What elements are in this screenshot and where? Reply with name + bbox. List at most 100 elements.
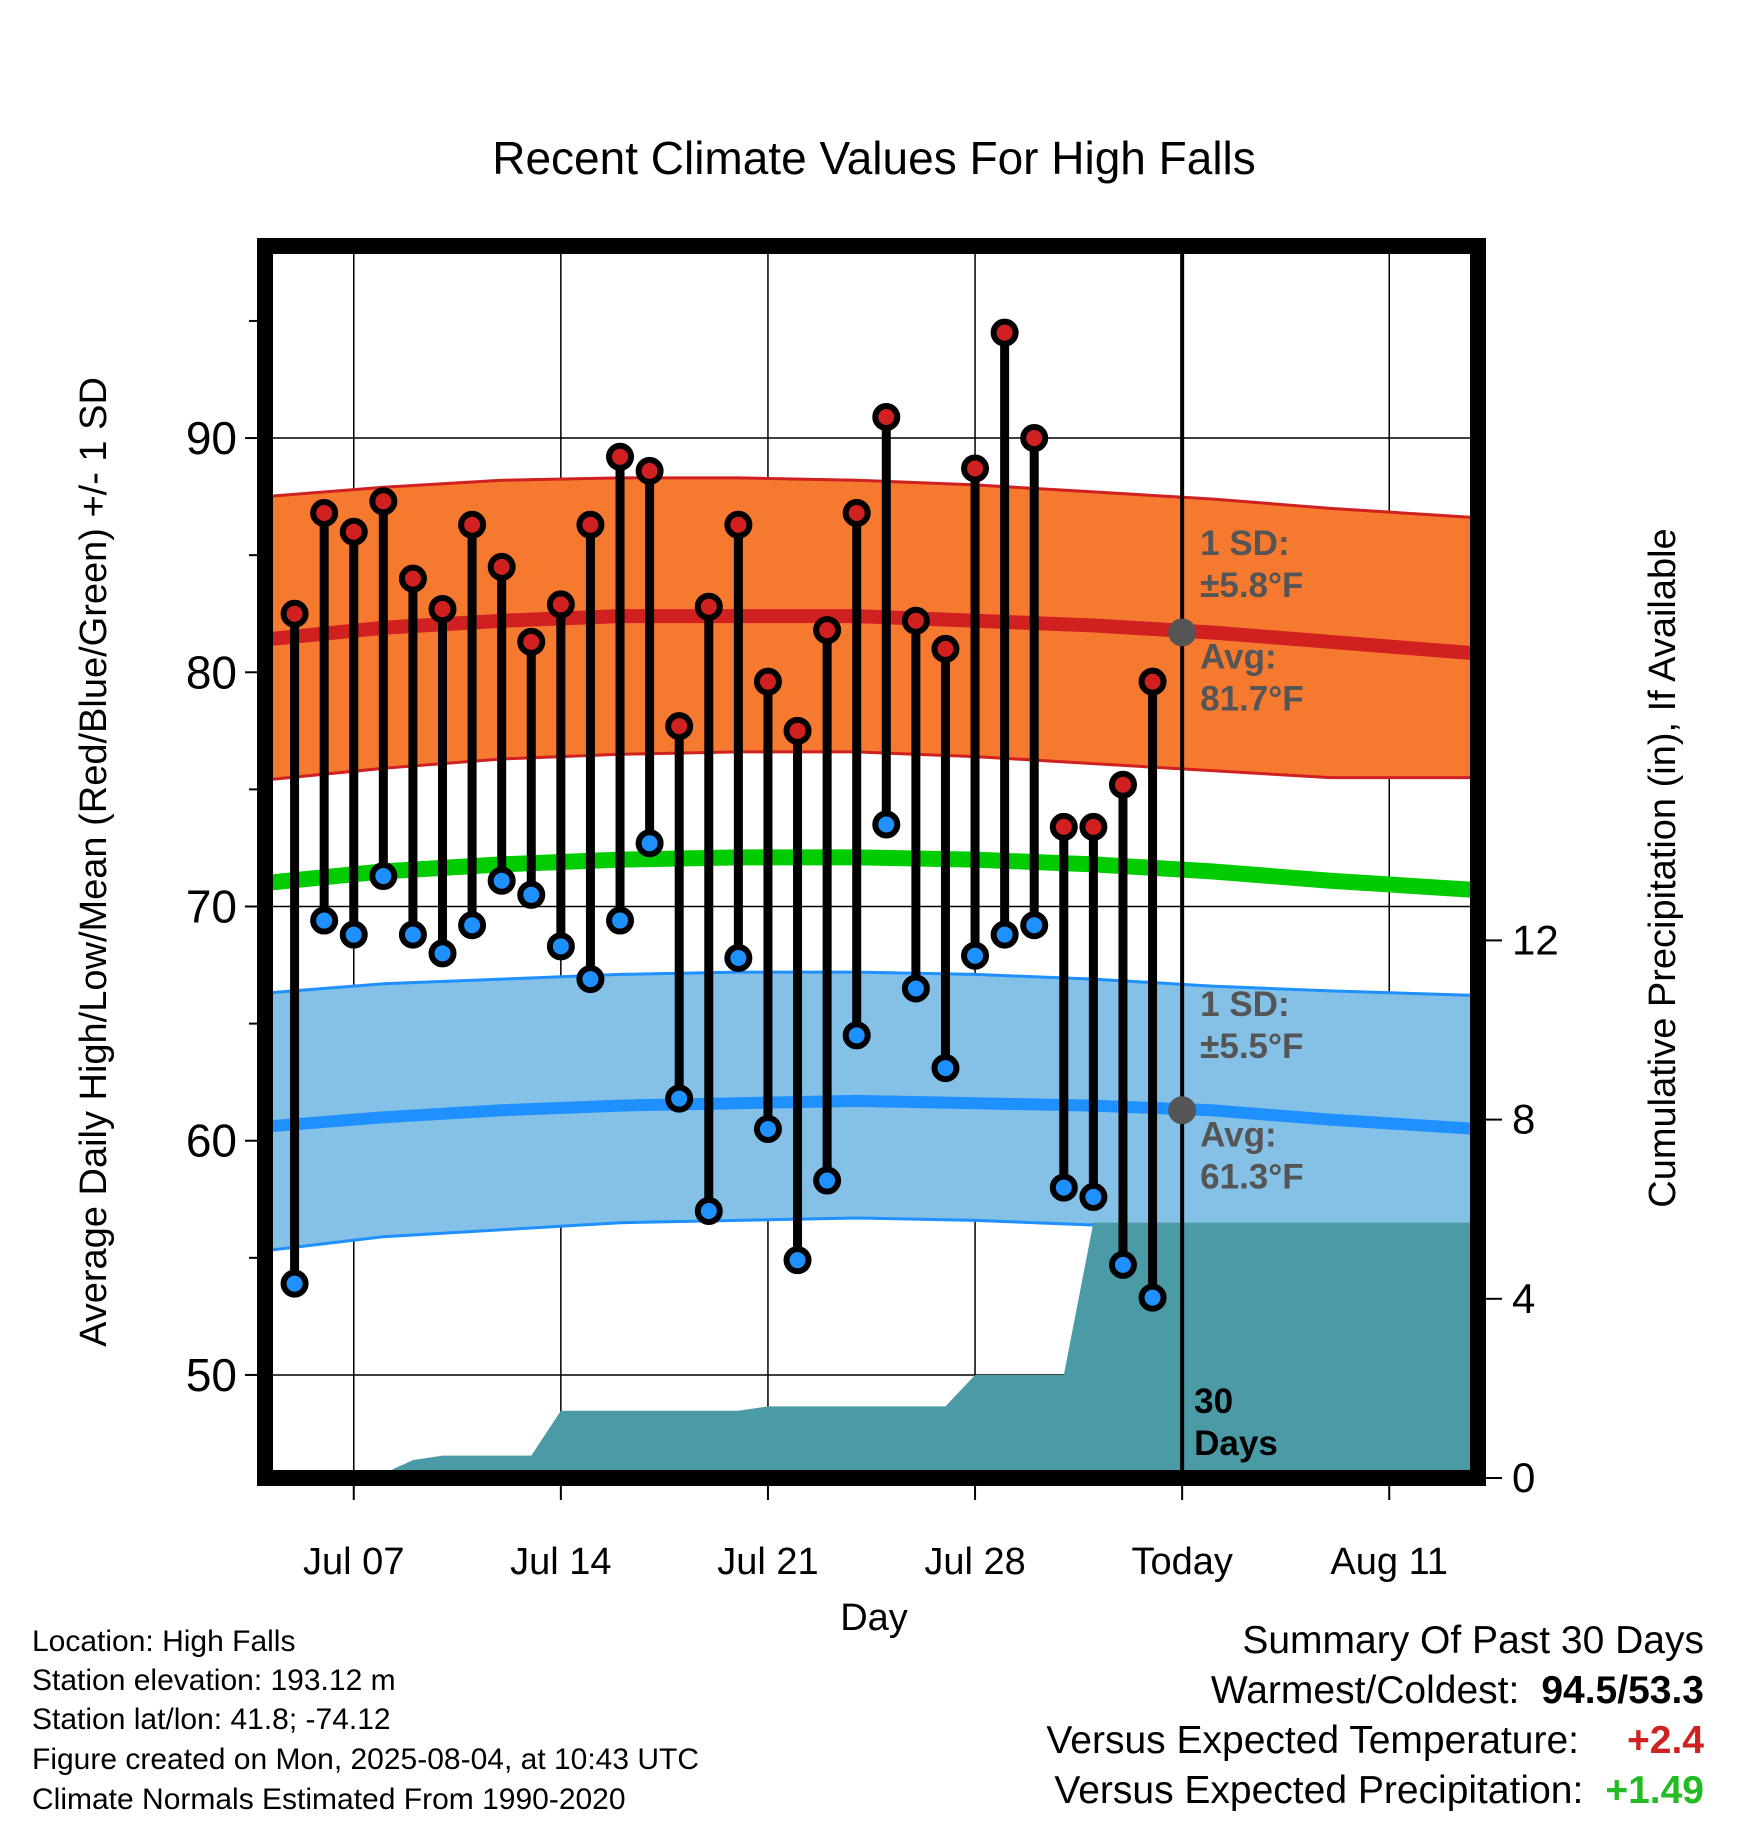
precip-departure-value: +1.49 <box>1605 1769 1704 1812</box>
x-axis-label: Day <box>840 1597 908 1639</box>
precip-departure-label: Versus Expected Precipitation: <box>1054 1769 1584 1812</box>
low-avg-label: Avg: <box>1200 1115 1276 1154</box>
daily-low-point <box>961 941 990 970</box>
x-tick-label: Jul 14 <box>510 1541 611 1583</box>
daily-low-point <box>339 920 368 949</box>
daily-low-point <box>1049 1173 1078 1202</box>
daily-low-point <box>1108 1250 1137 1279</box>
daily-high-point <box>339 517 368 546</box>
daily-low-point <box>398 920 427 949</box>
daily-high-point <box>724 510 753 539</box>
daily-high-point <box>458 510 487 539</box>
daily-low-point <box>517 880 546 909</box>
high-sd-value: ±5.8°F <box>1200 566 1303 605</box>
high-avg-label: Avg: <box>1200 637 1276 676</box>
daily-high-point <box>813 616 842 645</box>
daily-low-point <box>724 944 753 973</box>
warmest-coldest-value: 94.5/53.3 <box>1541 1669 1704 1712</box>
high-sd-band <box>265 477 1478 781</box>
plot-frame <box>257 238 1486 1486</box>
daily-high-point <box>517 627 546 656</box>
daily-low-point <box>487 866 516 895</box>
daily-high-point <box>931 634 960 663</box>
daily-low-point <box>990 920 1019 949</box>
chart-title: Recent Climate Values For High Falls <box>492 132 1256 184</box>
y-axis-label: Average Daily High/Low/Mean (Red/Blue/Gr… <box>73 377 115 1347</box>
daily-high-point <box>576 510 605 539</box>
y-tick-label: 50 <box>186 1349 237 1401</box>
daily-high-point <box>428 595 457 624</box>
location-text: Location: High Falls <box>32 1625 296 1658</box>
high-sd-label: 1 SD: <box>1200 524 1289 563</box>
y-tick-label: 80 <box>186 646 237 698</box>
high-sd-upper-line <box>265 476 1478 520</box>
daily-high-point <box>694 592 723 621</box>
warmest-coldest-row: Warmest/Coldest: 94.5/53.3 <box>1211 1668 1704 1714</box>
daily-high-point <box>398 564 427 593</box>
daily-low-point <box>931 1054 960 1083</box>
low-avg-marker <box>1168 1096 1197 1125</box>
daily-high-point <box>1020 424 1049 453</box>
summary-title: Summary Of Past 30 Days <box>1242 1619 1704 1662</box>
daily-high-point <box>665 712 694 741</box>
temp-departure-value: +2.4 <box>1627 1719 1704 1762</box>
y-tick-label: 70 <box>186 881 237 933</box>
daily-low-point <box>310 906 339 935</box>
low-sd-value: ±5.5°F <box>1200 1027 1303 1066</box>
x-tick-label: Aug 11 <box>1330 1541 1448 1583</box>
y-tick-label: 60 <box>186 1115 237 1167</box>
daily-high-point <box>310 499 339 528</box>
daily-high-point <box>1049 812 1078 841</box>
daily-low-point <box>1079 1182 1108 1211</box>
daily-low-point <box>635 829 664 858</box>
daily-low-point <box>783 1246 812 1275</box>
daily-low-point <box>369 862 398 891</box>
y2-tick-label: 8 <box>1512 1096 1535 1143</box>
period-label: 30 <box>1194 1382 1233 1421</box>
daily-high-point <box>635 456 664 485</box>
x-tick-label: Jul 21 <box>717 1541 818 1583</box>
daily-high-point <box>783 716 812 745</box>
axes: 50 60 70 80 90 0 4 8 12 Jul 07 Jul 14 Jul 21 Jul 28 T… <box>186 238 1559 1583</box>
low-avg-value: 61.3°F <box>1200 1157 1304 1196</box>
daily-high-point <box>1079 812 1108 841</box>
latlon-text: Station lat/lon: 41.8; -74.12 <box>32 1703 391 1736</box>
daily-low-point <box>872 810 901 839</box>
daily-high-point <box>487 552 516 581</box>
daily-high-point <box>990 318 1019 347</box>
normal-low-line <box>265 1094 1478 1135</box>
daily-high-point <box>753 667 782 696</box>
y2-tick-label: 0 <box>1512 1454 1535 1501</box>
daily-low-point <box>753 1115 782 1144</box>
daily-high-point <box>546 590 575 619</box>
y2-tick-label: 4 <box>1512 1275 1535 1322</box>
daily-high-point <box>1138 667 1167 696</box>
daily-high-point <box>369 487 398 516</box>
y-tick-label: 90 <box>186 412 237 464</box>
daily-high-point <box>901 606 930 635</box>
temp-departure-row: Versus Expected Temperature: +2.4 <box>1046 1718 1704 1764</box>
period-label: Days <box>1194 1424 1278 1463</box>
daily-low-point <box>694 1196 723 1225</box>
warmest-coldest-label: Warmest/Coldest: <box>1210 1669 1520 1712</box>
precip-area <box>265 1222 1478 1478</box>
daily-high-point <box>606 442 635 471</box>
daily-high-point <box>961 454 990 483</box>
daily-high-point <box>842 499 871 528</box>
temp-departure-label: Versus Expected Temperature: <box>1046 1719 1579 1762</box>
daily-high-point <box>280 599 309 628</box>
daily-low-point <box>546 932 575 961</box>
high-avg-marker <box>1168 618 1197 647</box>
x-tick-label: Today <box>1131 1541 1232 1583</box>
x-tick-label: Jul 07 <box>303 1541 404 1583</box>
daily-high-point <box>872 402 901 431</box>
y2-axis-label: Cumulative Precipitation (in), If Availa… <box>1642 528 1684 1207</box>
daily-low-point <box>606 906 635 935</box>
x-tick-label: Jul 28 <box>924 1541 1025 1583</box>
daily-low-point <box>842 1021 871 1050</box>
daily-low-point <box>1020 911 1049 940</box>
daily-low-point <box>576 965 605 994</box>
daily-low-point <box>458 911 487 940</box>
plot-content <box>265 246 1478 1478</box>
